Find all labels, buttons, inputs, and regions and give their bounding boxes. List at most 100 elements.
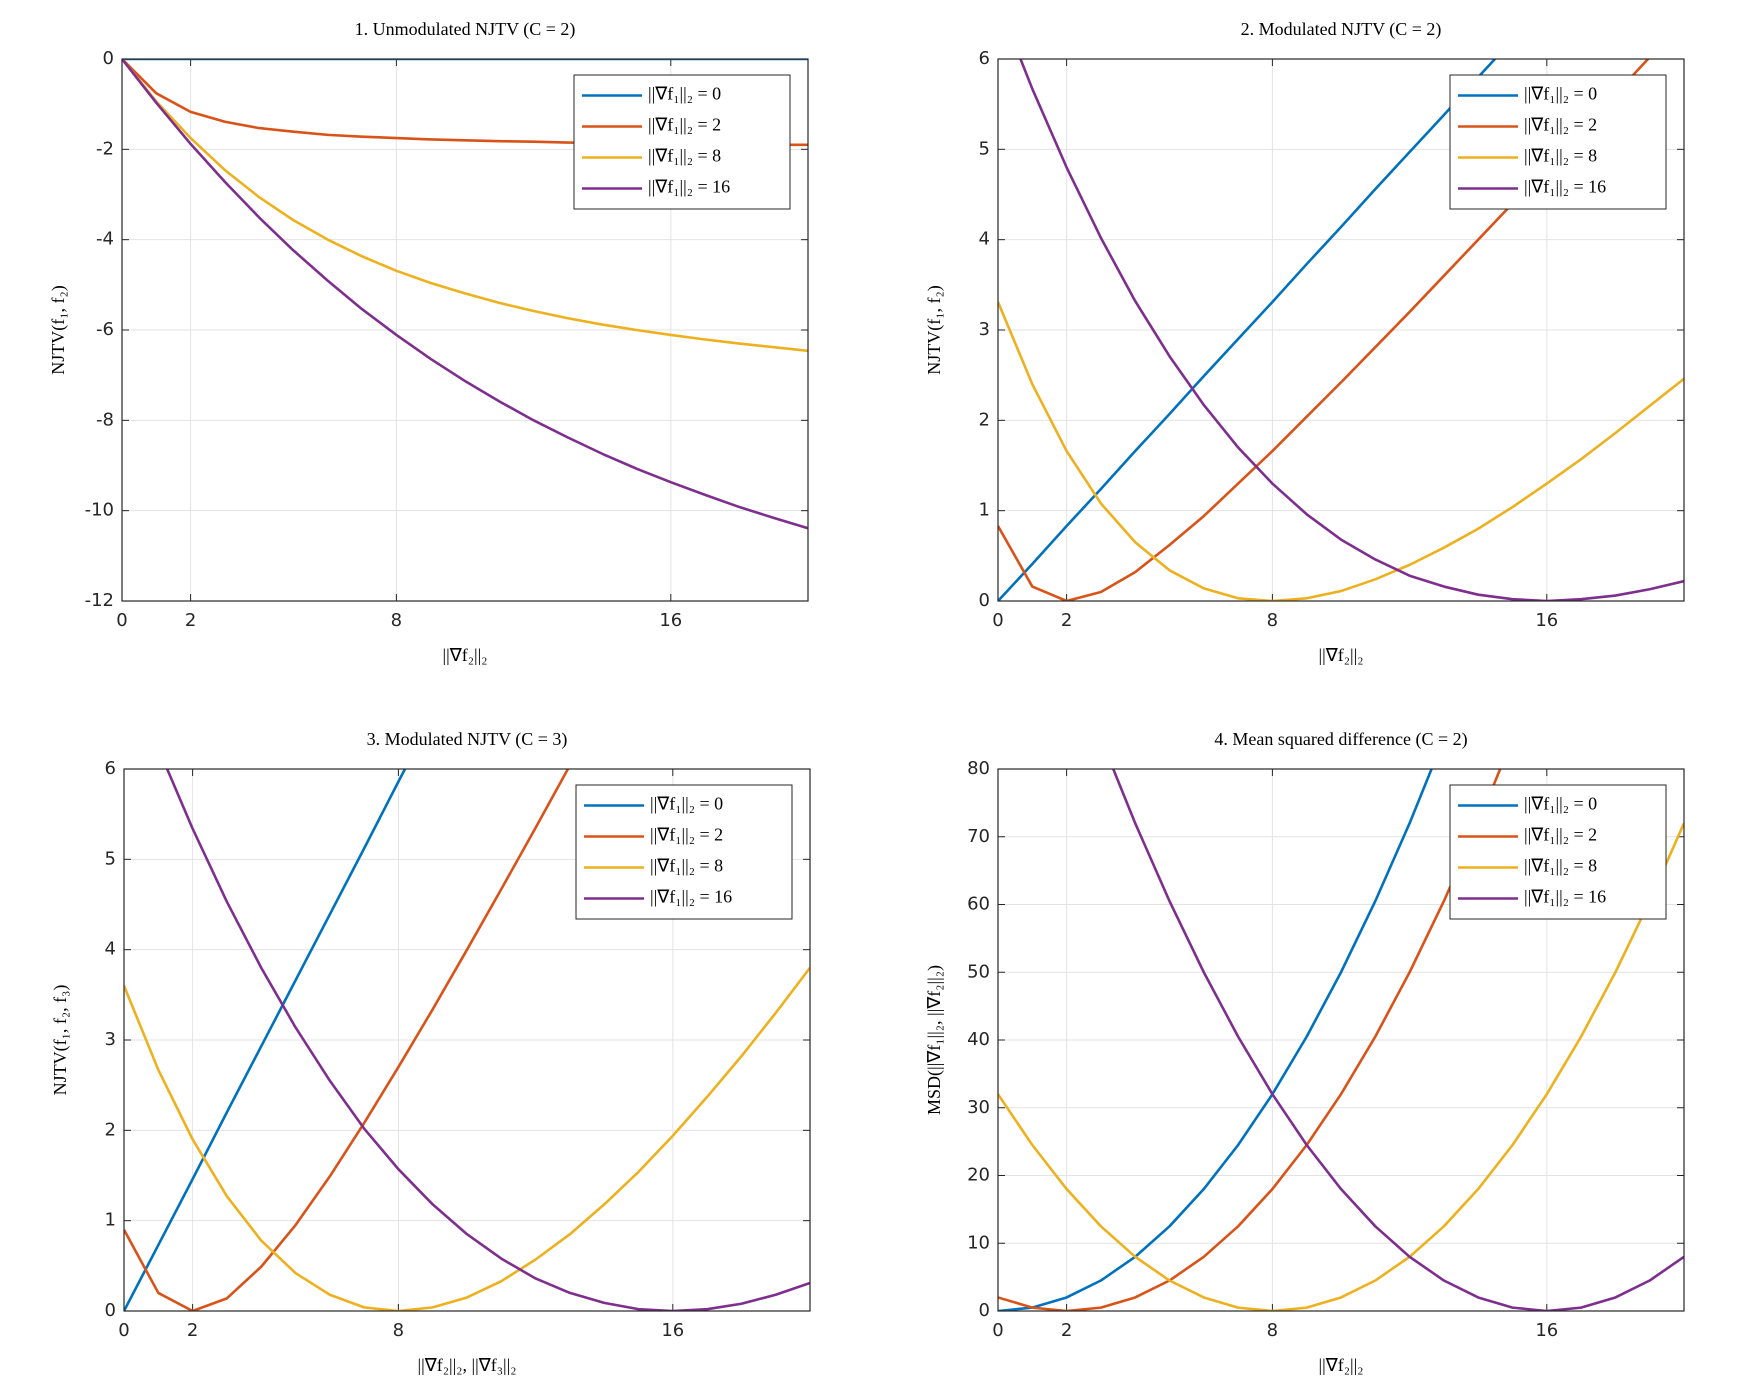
legend-label: ||∇f₁||₂ = 16 <box>1524 177 1606 197</box>
x-tick-label: 16 <box>1535 610 1558 631</box>
y-tick-label: 6 <box>979 48 990 69</box>
series-line <box>124 966 810 1311</box>
series-line <box>124 769 570 1311</box>
legend-label: ||∇f₁||₂ = 8 <box>1524 856 1597 876</box>
y-tick-label: 1 <box>105 1210 116 1231</box>
subplot: 0 2 8 16 0 1 2 3 4 5 6 2. Modulated NJTV (C = 2) ||∇… <box>924 19 1685 665</box>
chart-title: 2. Modulated NJTV (C = 2) <box>1241 19 1442 40</box>
x-tick-label: 2 <box>187 1320 198 1341</box>
x-tick-label: 16 <box>659 610 682 631</box>
legend-label: ||∇f₁||₂ = 8 <box>650 856 723 876</box>
y-tick-label: 2 <box>105 1119 116 1140</box>
x-tick-label: 2 <box>1061 610 1072 631</box>
legend-label: ||∇f₁||₂ = 0 <box>648 84 721 104</box>
chart-title: 3. Modulated NJTV (C = 3) <box>367 729 568 750</box>
plot-lines <box>124 769 810 1311</box>
x-tick-label: 0 <box>118 1320 129 1341</box>
series-line <box>122 59 808 353</box>
y-tick-label: -12 <box>85 590 114 611</box>
subplot: 0 2 8 16 0 1 2 3 4 5 6 3. Modulated NJTV (C = 3) ||∇… <box>50 729 811 1375</box>
y-tick-label: -10 <box>85 500 114 521</box>
series-line <box>998 769 1502 1311</box>
axes-box <box>997 768 1685 1312</box>
x-tick-label: 16 <box>1535 1320 1558 1341</box>
legend-label: ||∇f₁||₂ = 0 <box>650 794 723 814</box>
subplot: 0 2 8 16 0 10 20 30 40 50 60 70 80 4. Mean squared di… <box>924 729 1685 1375</box>
y-tick-label: 0 <box>979 590 990 611</box>
y-tick-label: 80 <box>967 758 990 779</box>
y-axis-label: NJTV(f₁, f₂, f₃) <box>50 985 71 1096</box>
x-tick-label: 0 <box>116 610 127 631</box>
series-line <box>998 822 1684 1311</box>
legend-label: ||∇f₁||₂ = 16 <box>648 177 730 197</box>
x-tick-label: 8 <box>1267 610 1278 631</box>
series-line <box>124 769 407 1311</box>
series-line <box>165 769 810 1311</box>
x-tick-label: 2 <box>1061 1320 1072 1341</box>
subplot: 0 2 8 16 -12 -10 -8 -6 -4 -2 0 1. Unmodulated NJTV … <box>48 19 809 665</box>
series-line <box>1111 769 1684 1311</box>
x-tick-label: 2 <box>185 610 196 631</box>
x-tick-label: 0 <box>992 610 1003 631</box>
y-tick-label: 2 <box>979 409 990 430</box>
legend-label: ||∇f₁||₂ = 8 <box>1524 146 1597 166</box>
y-axis-label: NJTV(f₁, f₂) <box>924 285 945 375</box>
series-line <box>122 59 808 530</box>
y-tick-label: 50 <box>967 961 990 982</box>
y-axis-label: MSD(||∇f₁||₂, ||∇f₂||₂) <box>924 965 945 1115</box>
legend-label: ||∇f₁||₂ = 0 <box>1524 794 1597 814</box>
y-tick-label: 0 <box>979 1300 990 1321</box>
x-axis-label: ||∇f₂||₂, ||∇f₃||₂ <box>418 1355 517 1375</box>
y-axis-label: NJTV(f₁, f₂) <box>48 285 69 375</box>
chart-title: 4. Mean squared difference (C = 2) <box>1214 729 1467 750</box>
axes-box <box>121 58 809 602</box>
legend: ||∇f₁||₂ = 0 ||∇f₁||₂ = 2 ||∇f₁||₂ = 8 ||∇f… <box>575 784 793 920</box>
x-tick-label: 16 <box>661 1320 684 1341</box>
x-tick-label: 8 <box>391 610 402 631</box>
y-tick-label: -6 <box>96 319 114 340</box>
x-axis-label: ||∇f₂||₂ <box>1319 1355 1364 1375</box>
y-tick-label: 30 <box>967 1097 990 1118</box>
legend-box <box>1449 784 1667 920</box>
y-tick-label: 60 <box>967 894 990 915</box>
legend: ||∇f₁||₂ = 0 ||∇f₁||₂ = 2 ||∇f₁||₂ = 8 ||∇f… <box>1449 74 1667 210</box>
plot-lines <box>998 769 1684 1311</box>
y-tick-label: 4 <box>105 939 116 960</box>
x-tick-label: 0 <box>992 1320 1003 1341</box>
axes-box <box>123 768 811 1312</box>
y-tick-label: 70 <box>967 826 990 847</box>
legend-label: ||∇f₁||₂ = 2 <box>648 115 721 135</box>
legend-box <box>1449 74 1667 210</box>
y-tick-label: 6 <box>105 758 116 779</box>
legend-label: ||∇f₁||₂ = 2 <box>1524 825 1597 845</box>
chart-title: 1. Unmodulated NJTV (C = 2) <box>355 19 576 40</box>
legend-label: ||∇f₁||₂ = 2 <box>1524 115 1597 135</box>
legend-label: ||∇f₁||₂ = 16 <box>650 887 732 907</box>
axes-box <box>997 58 1685 602</box>
y-tick-label: 5 <box>105 848 116 869</box>
legend-box <box>575 784 793 920</box>
y-tick-label: 10 <box>967 1232 990 1253</box>
y-tick-label: 20 <box>967 1165 990 1186</box>
y-tick-label: -2 <box>96 138 114 159</box>
y-tick-label: 1 <box>979 500 990 521</box>
y-tick-label: -8 <box>96 409 114 430</box>
y-tick-label: 0 <box>105 1300 116 1321</box>
legend-label: ||∇f₁||₂ = 16 <box>1524 887 1606 907</box>
series-line <box>998 769 1433 1311</box>
x-tick-label: 8 <box>393 1320 404 1341</box>
y-tick-label: -4 <box>96 229 114 250</box>
y-tick-label: 3 <box>979 319 990 340</box>
x-axis-label: ||∇f₂||₂ <box>443 645 488 665</box>
y-tick-label: 40 <box>967 1029 990 1050</box>
series-line <box>998 59 1497 601</box>
legend-label: ||∇f₁||₂ = 8 <box>648 146 721 166</box>
y-tick-label: 0 <box>103 48 114 69</box>
legend: ||∇f₁||₂ = 0 ||∇f₁||₂ = 2 ||∇f₁||₂ = 8 ||∇f… <box>1449 784 1667 920</box>
y-tick-label: 4 <box>979 229 990 250</box>
series-line <box>1019 59 1684 601</box>
series-line <box>998 301 1684 601</box>
legend-box <box>573 74 791 210</box>
legend-label: ||∇f₁||₂ = 2 <box>650 825 723 845</box>
